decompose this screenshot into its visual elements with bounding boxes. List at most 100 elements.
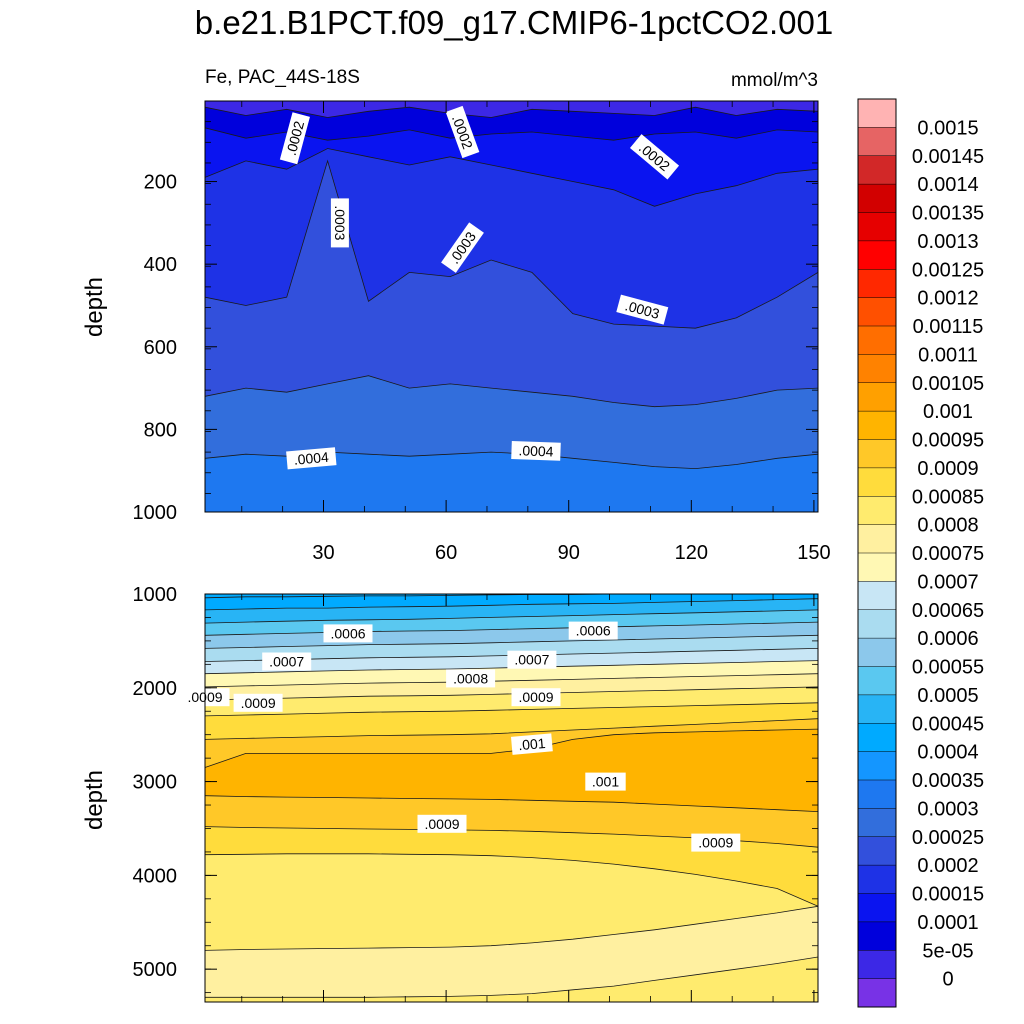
colorbar-label: 0.0015 (917, 117, 978, 139)
contour-label-text: .0009 (241, 695, 276, 711)
colorbar-swatch (858, 354, 896, 384)
contour-line (204, 598, 819, 611)
colorbar-label: 0 (942, 969, 953, 991)
colorbar-swatch (858, 99, 896, 128)
y-tick-label: 600 (144, 337, 177, 359)
colorbar-swatch (858, 127, 896, 157)
y-tick-label: 1000 (133, 584, 178, 606)
lower-contour-fill (205, 594, 818, 1002)
x-tick-label: 90 (558, 542, 580, 564)
colorbar-label: 0.00145 (912, 146, 984, 168)
y-tick-label: 4000 (133, 865, 178, 887)
colorbar-swatch (858, 326, 896, 355)
contour-line (204, 673, 819, 688)
colorbar-label: 0.0008 (917, 515, 978, 537)
lower-contour-labels: .0006 .0006 .0007 .0007 .0008 .0009 .0009 .0009… (180, 621, 741, 852)
upper-right-label: mmol/m^3 (731, 70, 818, 91)
colorbar-swatch (858, 581, 896, 611)
colorbar-label: 0.0014 (917, 174, 978, 196)
upper-contour-fill (205, 101, 818, 513)
contour-line (204, 159, 819, 329)
colorbar-swatch (858, 382, 896, 412)
colorbar-label: 0.00115 (913, 316, 984, 338)
x-tick-label: 60 (435, 542, 457, 564)
contour-line (204, 728, 819, 768)
lower-panel: depth .0006.0006.0007.0007.0008.0009.000… (81, 584, 819, 1003)
colorbar: 0.0015 0.00145 0.0014 0.00135 0.0013 0.00125 0… (857, 98, 984, 1008)
contour-label: .0006 (568, 621, 618, 640)
colorbar-label: 0.00135 (912, 203, 984, 225)
contour-label: .001 (510, 733, 553, 755)
colorbar-label: 5e-05 (922, 940, 973, 962)
contour-label-text: .001 (592, 774, 619, 790)
upper-axes: 200 400 600 800 1000 30 60 90 120 150 (133, 100, 831, 564)
contour-line (204, 634, 819, 649)
colorbar-label: 0.0004 (917, 742, 978, 764)
lower-contour-lines (204, 593, 819, 998)
colorbar-swatch (858, 240, 896, 270)
contour-line (204, 905, 819, 951)
colorbar-label: 0.0011 (918, 344, 978, 366)
colorbar-swatch (858, 666, 896, 696)
colorbar-swatch (858, 439, 896, 469)
upper-panel: Fe, PAC_44S-18S mmol/m^3 depth .0002.000… (81, 67, 831, 564)
x-tick-label: 120 (675, 542, 708, 564)
colorbar-swatch (858, 723, 896, 753)
y-tick-label: 1000 (133, 502, 178, 524)
contour-band (205, 957, 818, 1002)
contour-line (204, 609, 819, 624)
colorbar-swatch (858, 808, 896, 838)
colorbar-swatch (858, 297, 896, 327)
contour-label-text: .0009 (518, 689, 553, 705)
colorbar-swatch (858, 411, 896, 441)
y-tick-label: 2000 (133, 678, 178, 700)
contour-label: .0009 (417, 814, 467, 833)
contour-line (204, 148, 819, 207)
upper-left-label: Fe, PAC_44S-18S (205, 67, 360, 88)
colorbar-swatch (858, 212, 896, 242)
colorbar-label: 0.0009 (917, 458, 978, 480)
colorbar-label: 0.00065 (912, 600, 984, 622)
contour-line (204, 621, 819, 636)
x-tick-label: 150 (797, 542, 830, 564)
contour-label-text: .0007 (269, 654, 304, 670)
colorbar-label: 0.0001 (917, 912, 978, 934)
contour-label: .0008 (446, 669, 496, 688)
colorbar-swatch (858, 865, 896, 895)
contour-label-text: .0006 (576, 623, 611, 639)
lower-y-label: depth (81, 770, 108, 830)
x-tick-label: 30 (312, 542, 334, 564)
colorbar-swatch (858, 978, 896, 1008)
lower-axes: 1000 2000 3000 4000 5000 (133, 584, 818, 1002)
contour-label: .001 (585, 772, 626, 791)
upper-y-label: depth (81, 277, 108, 337)
colorbar-label: 0.00095 (912, 430, 984, 452)
contour-label-text: .0004 (518, 442, 554, 459)
contour-label: .0004 (511, 441, 561, 461)
colorbar-swatch (858, 638, 896, 668)
colorbar-label: 0.00105 (912, 373, 984, 395)
colorbar-label: 0.0012 (917, 288, 978, 310)
colorbar-swatch (858, 780, 896, 809)
contour-label: .0009 (511, 688, 561, 707)
contour-label-text: .0006 (330, 625, 365, 641)
figure-title: b.e21.B1PCT.f09_g17.CMIP6-1pctCO2.001 (195, 4, 833, 41)
y-tick-label: 200 (144, 172, 177, 194)
colorbar-label: 0.0002 (917, 855, 978, 877)
colorbar-label: 0.001 (923, 401, 973, 423)
colorbar-label: 0.00025 (912, 827, 984, 849)
contour-label: .0006 (323, 624, 373, 643)
colorbar-label: 0.0006 (917, 628, 978, 650)
contour-line (204, 702, 819, 717)
lower-plot-frame (204, 593, 819, 1003)
contour-label-text: .0004 (293, 449, 330, 468)
y-tick-label: 5000 (133, 959, 178, 981)
upper-plot-frame (204, 100, 819, 513)
y-tick-label: 3000 (133, 772, 178, 794)
contour-label-text: .0008 (453, 670, 488, 686)
contour-label-text: .0009 (698, 835, 733, 851)
contour-line (204, 718, 819, 740)
colorbar-label: 0.0005 (917, 685, 978, 707)
colorbar-label: 0.00125 (912, 259, 984, 281)
colorbar-label: 0.0007 (917, 571, 978, 593)
